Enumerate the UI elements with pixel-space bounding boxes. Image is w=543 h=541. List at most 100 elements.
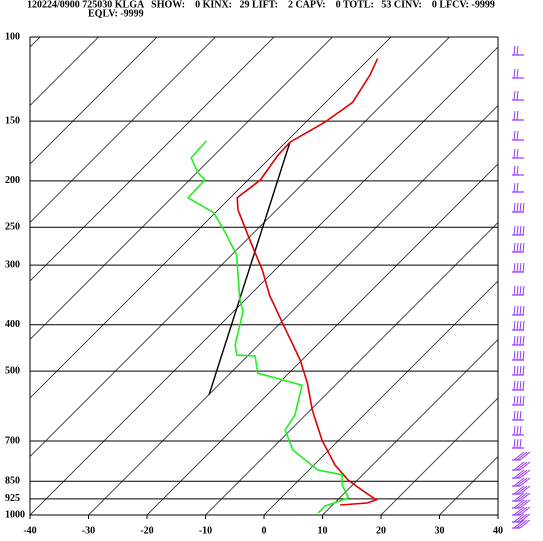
y-tick-label: 850 (5, 476, 20, 487)
barb-feather (516, 305, 519, 316)
barb-feather (519, 499, 531, 509)
profile-line (236, 58, 379, 506)
x-tick-label: -40 (23, 525, 36, 536)
wind-barb (512, 506, 531, 516)
barb-feather (513, 45, 516, 56)
barb-feather (516, 68, 519, 79)
barb-feather (516, 110, 519, 121)
barb-feather (516, 90, 519, 101)
skew-guide (88, 105, 498, 515)
barb-feather (519, 202, 522, 213)
y-tick-label: 300 (5, 259, 20, 270)
barb-feather (519, 242, 522, 253)
skew-guide (146, 163, 498, 515)
wind-barb (512, 110, 524, 121)
barb-feather (519, 225, 522, 236)
barb-feather (516, 262, 519, 273)
wind-barb (512, 165, 524, 176)
wind-barb (512, 320, 525, 331)
grid-layer (30, 37, 498, 515)
skew-guide (263, 280, 498, 515)
wind-barb (512, 202, 525, 213)
barb-feather (513, 305, 516, 316)
barb-feather (519, 395, 522, 406)
trace-layer (186, 58, 379, 514)
barb-feather (516, 477, 528, 487)
wind-barb (512, 438, 524, 449)
barb-feather (516, 506, 528, 516)
barb-feather (519, 438, 522, 449)
barb-feather (513, 335, 516, 346)
wind-barb (512, 499, 531, 509)
wind-barb (512, 285, 525, 296)
skew-guide (205, 222, 498, 515)
barb-feather (522, 225, 525, 236)
barb-feather (513, 380, 516, 391)
barb-feather (519, 380, 522, 391)
barb-feather (513, 285, 516, 296)
barb-feather (513, 519, 525, 529)
barb-feather (516, 365, 519, 376)
barb-feather (519, 285, 522, 296)
wind-barb (512, 513, 531, 523)
barb-feather (516, 425, 519, 436)
barb-feather (513, 225, 516, 236)
barb-feather (519, 425, 522, 436)
wind-barbs (512, 45, 531, 529)
wind-barb (512, 45, 524, 56)
wind-barb (512, 225, 525, 236)
barb-feather (513, 130, 516, 141)
skew-guide (30, 37, 158, 165)
skew-guide (30, 37, 275, 282)
skew-guide (30, 37, 333, 340)
wind-barb (512, 242, 525, 253)
barb-feather (519, 350, 522, 361)
barb-feather (516, 395, 519, 406)
y-tick-label: 1000 (5, 509, 25, 520)
barb-feather (513, 477, 525, 487)
barb-feather (513, 182, 516, 193)
wind-barb (512, 350, 525, 361)
barb-feather (513, 438, 516, 449)
barb-feather (516, 148, 519, 159)
barb-feather (519, 485, 531, 495)
wind-barb (512, 90, 524, 101)
barb-feather (513, 242, 516, 253)
barb-feather (522, 202, 525, 213)
barb-feather (513, 350, 516, 361)
wind-barb (512, 410, 524, 421)
barb-feather (519, 320, 522, 331)
barb-feather (513, 365, 516, 376)
y-tick-label: 400 (5, 319, 20, 330)
barb-feather (519, 365, 522, 376)
barb-feather (519, 519, 531, 529)
barb-feather (522, 350, 525, 361)
barb-feather (519, 492, 531, 502)
barb-feather (519, 469, 531, 479)
barb-feather (513, 499, 525, 509)
barb-feather (516, 485, 528, 495)
barb-feather (519, 410, 522, 421)
skew-guide (30, 37, 216, 223)
wind-barb (512, 469, 531, 479)
x-tick-label: -20 (140, 525, 153, 536)
skew-guide (322, 339, 498, 515)
barb-feather (516, 130, 519, 141)
barb-feather (513, 90, 516, 101)
barb-feather (516, 451, 528, 461)
wind-barb (512, 477, 531, 487)
barb-feather (516, 410, 519, 421)
wind-barb (512, 305, 525, 316)
x-tick-label: -10 (199, 525, 212, 536)
barb-feather (519, 262, 522, 273)
barb-feather (522, 305, 525, 316)
y-tick-label: 250 (5, 222, 20, 233)
barb-feather (516, 461, 528, 471)
barb-feather (516, 165, 519, 176)
barb-feather (522, 380, 525, 391)
barb-feather (522, 320, 525, 331)
barb-feather (513, 395, 516, 406)
barb-feather (516, 519, 528, 529)
x-tick-label: 40 (493, 525, 503, 536)
